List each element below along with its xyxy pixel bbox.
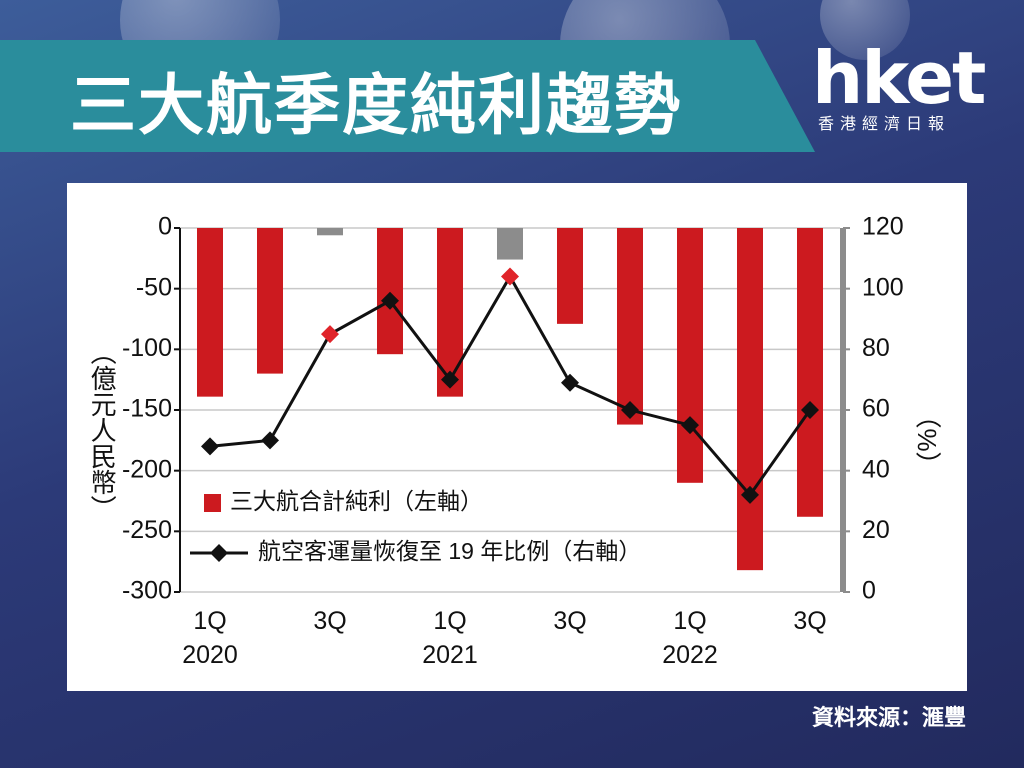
marker	[201, 437, 219, 456]
bar	[677, 228, 703, 483]
x-tick-label-line: 2021	[422, 641, 478, 669]
marker	[321, 325, 339, 344]
marker	[561, 373, 579, 392]
y2-tick-label: 80	[862, 334, 890, 362]
y2-tick-label: 60	[862, 395, 890, 423]
x-tick-label-line: 1Q	[433, 607, 466, 635]
bar	[497, 228, 523, 260]
bar	[317, 228, 343, 236]
bar	[377, 228, 403, 355]
x-tick-label: 3Q	[313, 607, 346, 635]
marker	[741, 485, 759, 504]
y2-tick-label: 40	[862, 455, 890, 483]
bar	[797, 228, 823, 517]
line	[209, 273, 812, 498]
bar	[257, 228, 283, 374]
legend-swatch	[204, 494, 221, 512]
y2-tick-label: 0	[862, 577, 876, 605]
bar	[617, 228, 643, 425]
legend-label: 航空客運量恢復至 19 年比例（右軸）	[258, 538, 641, 564]
x-tick-label-line: 3Q	[313, 607, 346, 635]
x-tick-label-line: 1Q	[193, 607, 226, 635]
legend-label: 三大航合計純利（左軸）	[230, 488, 483, 514]
x-tick-label-line: 2020	[182, 641, 238, 669]
x-tick-label: 1Q 2021	[422, 607, 478, 669]
y-tick-label: -100	[122, 334, 172, 362]
x-tick-label: 3Q	[793, 607, 826, 635]
logo-subtitle: 香港經濟日報	[818, 116, 951, 133]
logo: hket	[812, 36, 986, 120]
y2-tick-label: 20	[862, 516, 890, 544]
y2-tick-label: 100	[862, 273, 904, 301]
y2-axis-label: （%）	[912, 402, 942, 477]
y-axis-label: （億元人民幣）	[87, 339, 117, 521]
title: 三大航季度純利趨勢	[70, 68, 682, 142]
bar	[197, 228, 223, 397]
y2-tick-label: 120	[862, 213, 904, 241]
marker	[621, 401, 639, 419]
x-tick-label: 1Q 2020	[182, 607, 238, 669]
marker	[501, 267, 519, 286]
y-tick-label: -150	[122, 395, 172, 423]
x-tick-label: 3Q	[553, 607, 586, 635]
bar	[557, 228, 583, 324]
y-tick-label: -300	[122, 577, 172, 605]
y-tick-label: -200	[122, 455, 172, 483]
marker	[441, 370, 459, 389]
x-tick-label: 1Q 2022	[662, 607, 718, 669]
marker	[261, 431, 279, 450]
marker	[681, 416, 699, 435]
marker	[801, 401, 819, 419]
x-tick-label-line: 1Q	[673, 607, 706, 635]
y-tick-label: -50	[136, 273, 172, 301]
y-tick-label: -250	[122, 516, 172, 544]
marker	[381, 291, 399, 310]
x-tick-label-line: 3Q	[793, 607, 826, 635]
x-tick-label-line: 3Q	[553, 607, 586, 635]
legend-swatch	[210, 544, 228, 562]
y-tick-label: 0	[158, 213, 172, 241]
x-tick-label-line: 2022	[662, 641, 718, 669]
bar	[737, 228, 763, 571]
source: 資料來源：滙豐	[811, 705, 966, 730]
title-banner	[0, 40, 815, 152]
